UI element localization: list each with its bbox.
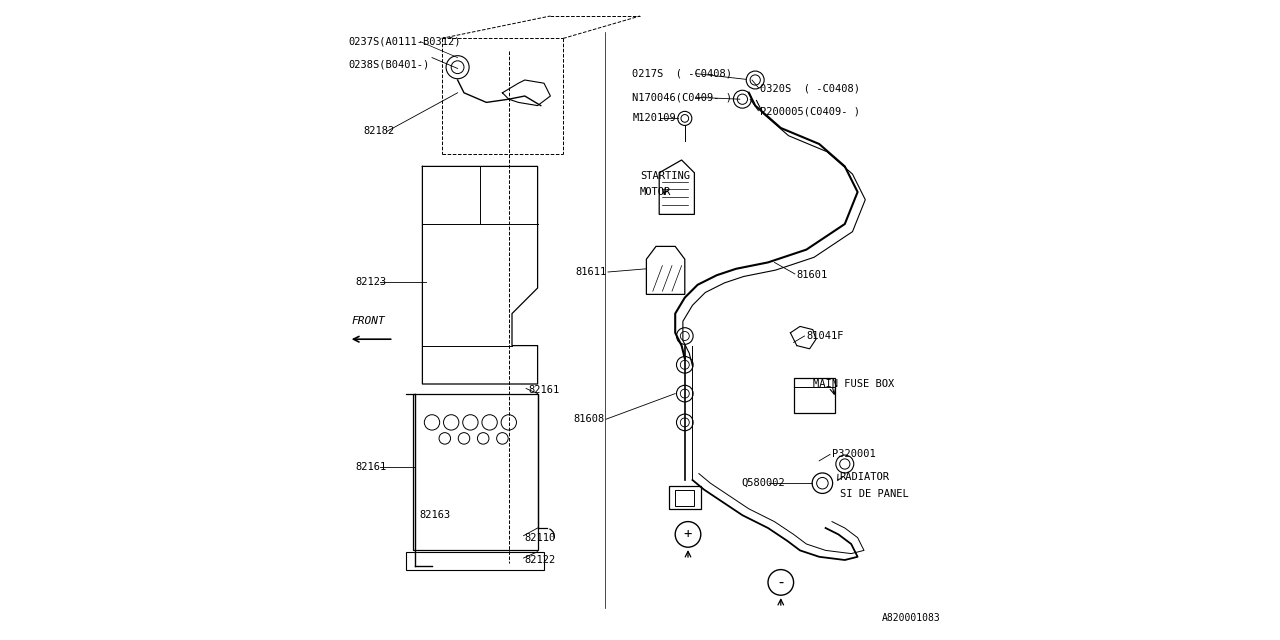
Text: 0238S(B0401-): 0238S(B0401-): [348, 59, 430, 69]
Bar: [794, 378, 836, 413]
Text: RADIATOR: RADIATOR: [840, 472, 890, 482]
Text: 82122: 82122: [525, 555, 556, 565]
Text: N170046(C0409- ): N170046(C0409- ): [632, 92, 732, 102]
Text: Q580002: Q580002: [741, 478, 785, 488]
Bar: [676, 490, 695, 506]
Text: STARTING: STARTING: [640, 171, 690, 181]
Text: MAIN FUSE BOX: MAIN FUSE BOX: [813, 379, 893, 389]
Text: MOTOR: MOTOR: [640, 187, 671, 197]
Text: 82182: 82182: [364, 126, 394, 136]
Bar: [407, 552, 544, 570]
Text: M120109: M120109: [632, 113, 676, 124]
Text: +: +: [684, 527, 692, 541]
Text: P200005(C0409- ): P200005(C0409- ): [760, 106, 860, 116]
Text: 82161: 82161: [356, 462, 387, 472]
Bar: [668, 486, 701, 509]
Text: 81041F: 81041F: [806, 331, 844, 341]
Text: 81611: 81611: [576, 267, 607, 277]
Text: 0320S  ( -C0408): 0320S ( -C0408): [760, 83, 860, 93]
Text: 81601: 81601: [796, 270, 828, 280]
Text: 82110: 82110: [525, 532, 556, 543]
Text: -: -: [776, 575, 786, 590]
Text: 81608: 81608: [573, 414, 604, 424]
Text: SI DE PANEL: SI DE PANEL: [840, 489, 909, 499]
Text: 0237S(A0111-B0312): 0237S(A0111-B0312): [348, 36, 461, 47]
Text: 0217S  ( -C0408): 0217S ( -C0408): [632, 68, 732, 79]
Text: A820001083: A820001083: [882, 612, 941, 623]
Text: P320001: P320001: [832, 449, 876, 460]
Text: 82123: 82123: [356, 276, 387, 287]
Text: FRONT: FRONT: [351, 316, 385, 326]
Bar: [412, 394, 538, 550]
Text: 82161: 82161: [529, 385, 559, 396]
Text: 82163: 82163: [420, 510, 451, 520]
